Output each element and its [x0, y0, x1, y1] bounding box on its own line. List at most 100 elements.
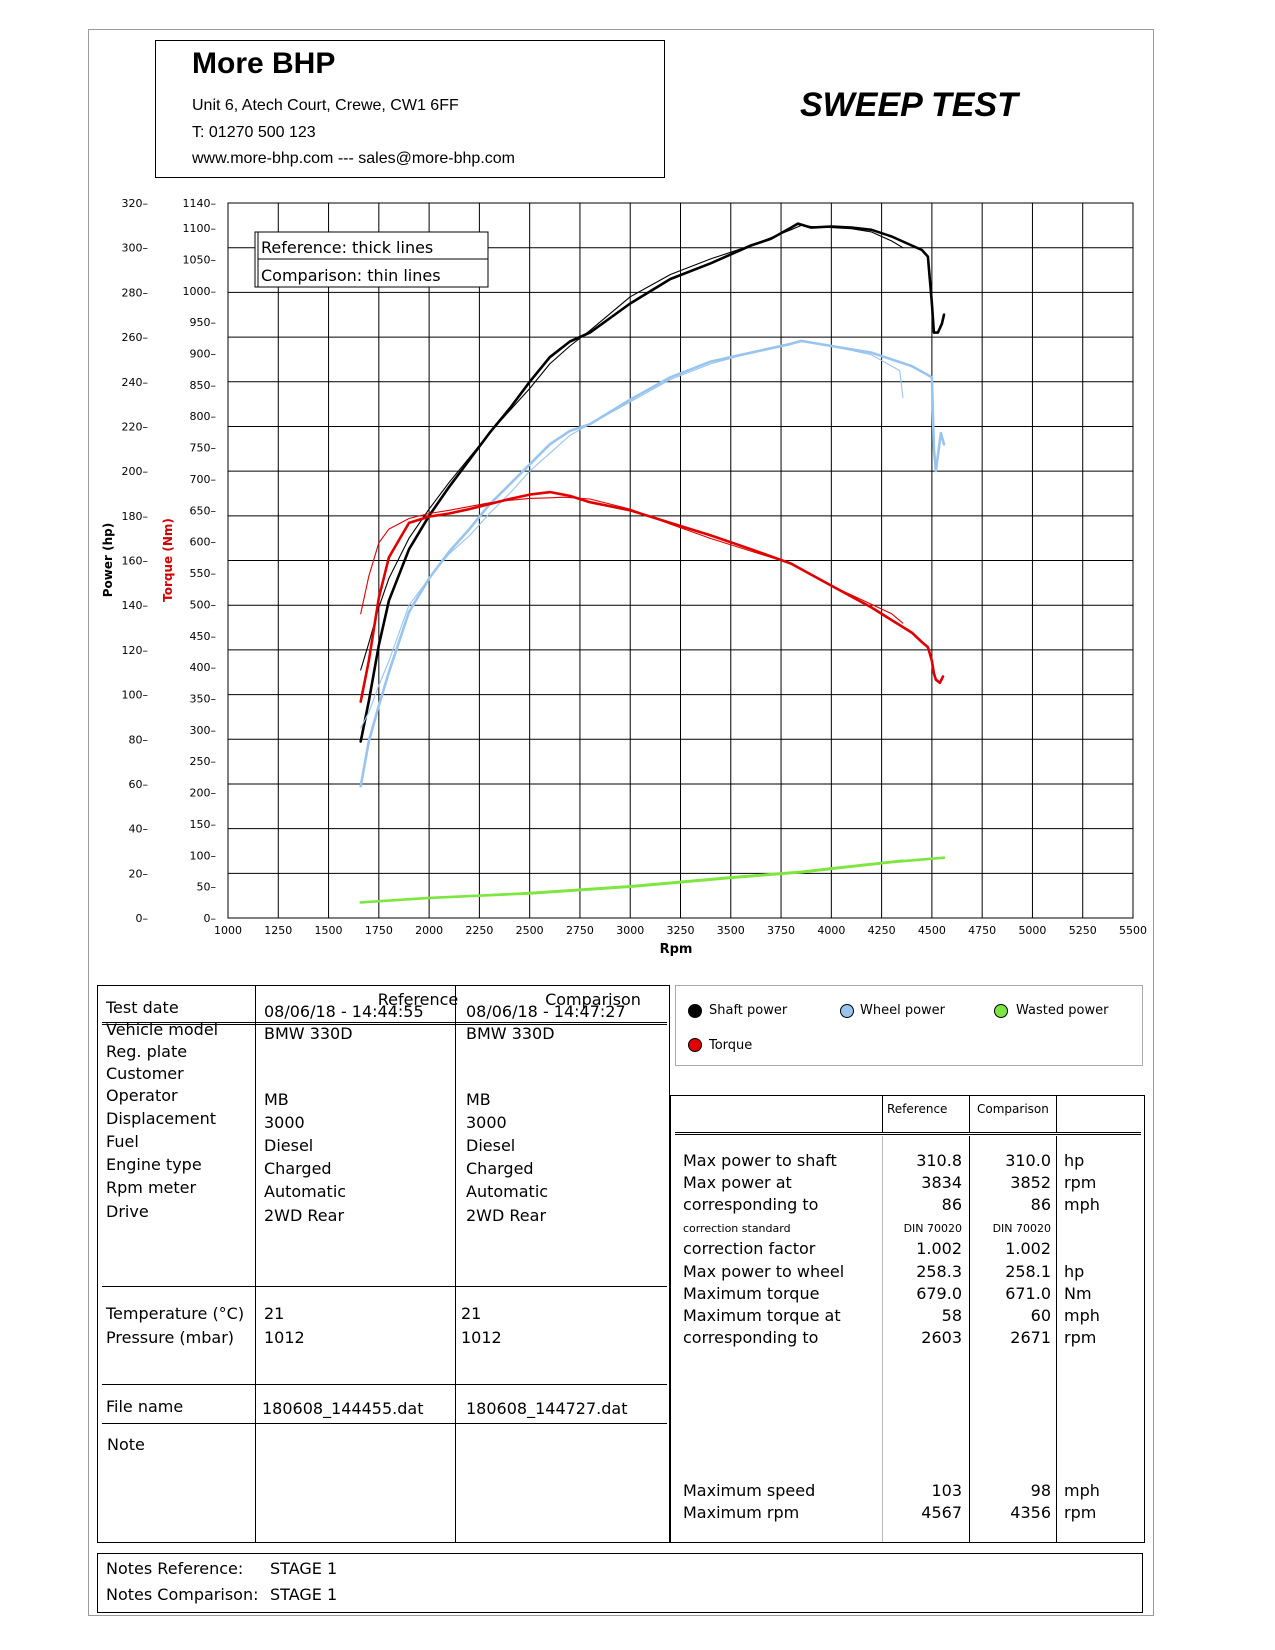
shaft-power-legend-label: Shaft power [709, 1003, 788, 1018]
torque-tick-label: 50– [197, 881, 217, 894]
vehicle-col-reference: Reference [377, 990, 459, 1009]
rpm-tick-label: 1750 [365, 924, 393, 937]
result-label: corresponding to [683, 1195, 819, 1214]
torque-tick-label: 550– [190, 567, 217, 580]
environment-label: Pressure (mbar) [106, 1328, 235, 1347]
power-tick-label: 40– [129, 823, 149, 836]
result-label: correction standard [683, 1222, 791, 1235]
rpm-tick-label: 2750 [566, 924, 594, 937]
power-tick-label: 80– [129, 733, 149, 746]
power-axis-label: Power (hp) [101, 523, 115, 597]
results-table: Reference Comparison Max power to shaft 3… [670, 1095, 1145, 1543]
dyno-chart: 0– 20– 40– 60– 80– 100– 120– 140– 160– 180– 200– 22… [101, 197, 1147, 957]
result-reference: 310.8 [916, 1151, 962, 1170]
torque-tick-label: 1000– [183, 285, 217, 298]
file-name-label: File name [106, 1397, 184, 1416]
speed-label: Maximum speed [683, 1481, 816, 1500]
torque-axis-ticks: 0– 50– 100– 150– 200– 250– 300– 350– 400– 450– 500… [183, 197, 217, 925]
vehicle-field-comparison: 08/06/18 - 14:47:27 [466, 1002, 626, 1021]
power-tick-label: 300– [122, 242, 149, 255]
result-unit: mph [1064, 1195, 1100, 1214]
result-unit: Nm [1064, 1284, 1092, 1303]
rpm-tick-label: 5500 [1119, 924, 1147, 937]
wheel-power-reference-line [359, 339, 946, 788]
result-label: corresponding to [683, 1328, 819, 1347]
result-reference: 58 [941, 1306, 962, 1325]
wheel-power-legend-swatch [840, 1004, 854, 1018]
power-tick-label: 200– [122, 465, 149, 478]
company-address: Unit 6, Atech Court, Crewe, CW1 6FF [192, 97, 459, 114]
power-tick-label: 220– [122, 420, 149, 433]
torque-tick-label: 0– [204, 912, 217, 925]
vehicle-field-label: Rpm meter [106, 1178, 197, 1197]
torque-tick-label: 700– [190, 473, 217, 486]
speed-reference: 4567 [921, 1503, 962, 1522]
torque-tick-label: 500– [190, 598, 217, 611]
notes-reference-label: Notes Reference: [106, 1559, 244, 1578]
torque-tick-label: 100– [190, 849, 217, 862]
power-tick-label: 260– [122, 331, 149, 344]
torque-tick-label: 1140– [183, 197, 217, 210]
rpm-axis-ticks: 1000 1250 1500 1750 2000 2250 2500 2750 3000 3250… [214, 924, 1147, 937]
torque-tick-label: 150– [190, 818, 217, 831]
power-tick-label: 100– [122, 689, 149, 702]
torque-legend-swatch [688, 1038, 702, 1052]
shaft-power-legend-swatch [688, 1004, 702, 1018]
company-name: More BHP [192, 47, 336, 80]
rpm-tick-label: 3000 [616, 924, 644, 937]
vehicle-field-reference: MB [264, 1090, 289, 1109]
notes-comparison-value: STAGE 1 [270, 1585, 338, 1604]
wasted-power-legend-label: Wasted power [1016, 1003, 1109, 1018]
torque-tick-label: 600– [190, 536, 217, 549]
torque-tick-label: 350– [190, 692, 217, 705]
torque-tick-label: 950– [190, 316, 217, 329]
company-header: More BHP Unit 6, Atech Court, Crewe, CW1… [155, 40, 665, 178]
result-reference: 679.0 [916, 1284, 962, 1303]
rpm-tick-label: 3500 [717, 924, 745, 937]
series-legend: Shaft power Wheel power Wasted power Tor… [675, 985, 1143, 1066]
notes-reference-value: STAGE 1 [270, 1559, 338, 1578]
result-label: Max power at [683, 1173, 792, 1192]
rpm-tick-label: 5000 [1018, 924, 1046, 937]
shaft-power-comparison-line [360, 224, 904, 671]
rpm-tick-label: 1000 [214, 924, 242, 937]
torque-tick-label: 650– [190, 504, 217, 517]
file-name-reference: 180608_144455.dat [262, 1399, 424, 1418]
result-comparison: 671.0 [1005, 1284, 1051, 1303]
vehicle-info-table: Reference Comparison Test date 08/06/18 -… [97, 985, 670, 1543]
vehicle-field-label: Operator [106, 1086, 178, 1105]
result-label: Max power to wheel [683, 1262, 845, 1281]
torque-tick-label: 900– [190, 348, 217, 361]
vehicle-field-comparison: Charged [466, 1159, 534, 1178]
rpm-tick-label: 3750 [767, 924, 795, 937]
speed-comparison: 98 [1030, 1481, 1051, 1500]
result-unit: mph [1064, 1306, 1100, 1325]
result-unit: rpm [1064, 1173, 1097, 1192]
file-name-comparison: 180608_144727.dat [466, 1399, 628, 1418]
speed-comparison: 4356 [1010, 1503, 1051, 1522]
vehicle-field-comparison: Diesel [466, 1136, 516, 1155]
chart-grid [227, 202, 1134, 919]
result-unit: rpm [1064, 1328, 1097, 1347]
result-unit: hp [1064, 1262, 1085, 1281]
rpm-tick-label: 4500 [918, 924, 946, 937]
notes-comparison-label: Notes Comparison: [106, 1585, 259, 1604]
rpm-tick-label: 2500 [516, 924, 544, 937]
vehicle-field-label: Vehicle model [106, 1020, 219, 1039]
rpm-axis-label: Rpm [660, 942, 693, 957]
torque-tick-label: 850– [190, 379, 217, 392]
result-label: Max power to shaft [683, 1151, 837, 1170]
page-frame [88, 29, 1154, 1616]
torque-tick-label: 200– [190, 787, 217, 800]
result-reference: 1.002 [916, 1239, 962, 1258]
result-comparison: 310.0 [1005, 1151, 1051, 1170]
result-label: Maximum torque at [683, 1306, 841, 1325]
rpm-tick-label: 1500 [315, 924, 343, 937]
power-tick-label: 60– [129, 778, 149, 791]
vehicle-field-reference: BMW 330D [264, 1024, 353, 1043]
speed-label: Maximum rpm [683, 1503, 800, 1522]
torque-tick-label: 450– [190, 630, 217, 643]
vehicle-field-comparison: 3000 [466, 1113, 507, 1132]
vehicle-field-label: Reg. plate [106, 1042, 188, 1061]
rpm-tick-label: 4250 [868, 924, 896, 937]
